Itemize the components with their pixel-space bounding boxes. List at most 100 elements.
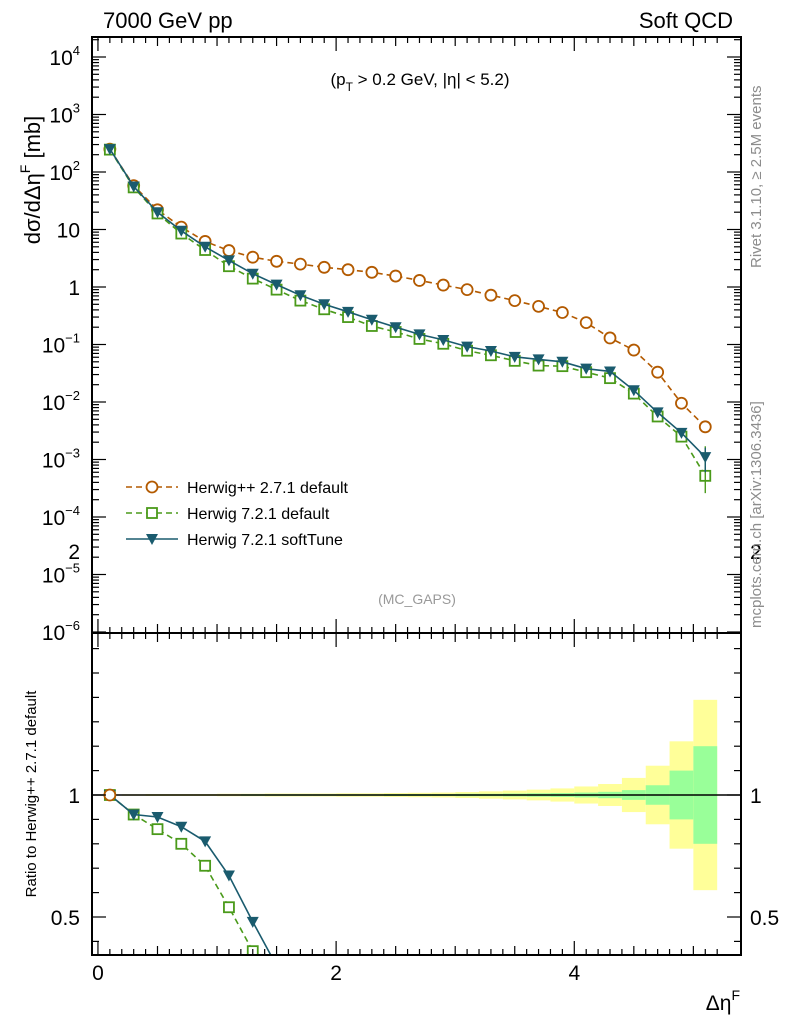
data-point-series-0: [460, 283, 474, 297]
main-annotation: (pT > 0.2 GeV, |η| < 5.2): [330, 70, 509, 94]
data-point-series-2: [199, 241, 212, 253]
ratio-data-point-series-1: [222, 870, 235, 882]
data-point-series-0: [317, 260, 331, 274]
data-point-series-0: [675, 396, 688, 410]
series-line-0: [109, 148, 706, 428]
data-point-series-2: [413, 329, 426, 341]
ratio-y-tick-label-right: 2: [750, 541, 762, 564]
data-point-series-0: [555, 306, 569, 319]
legend-label: Herwig++ 2.7.1 default: [187, 480, 349, 497]
ratio-x-tick-label: 2: [330, 962, 342, 985]
legend-label: Herwig 7.2.1 default: [187, 506, 330, 523]
main-y-tick-label: 10−1: [42, 331, 80, 358]
ratio-data-point-series-1: [151, 811, 164, 823]
main-y-tick-label: 10−5: [42, 561, 80, 588]
data-point-series-2: [294, 290, 307, 302]
ratio-data-point-series-1: [175, 821, 188, 833]
data-point-series-2: [508, 351, 521, 363]
data-point-series-2: [532, 354, 545, 366]
main-y-tick-label: 1: [68, 277, 80, 300]
data-point-series-2: [365, 314, 378, 326]
ratio-y-tick-label: 0.5: [51, 907, 80, 930]
main-y-tick-label: 10−6: [42, 618, 80, 645]
data-point-series-0: [270, 254, 283, 268]
ratio-y-tick-label-right: 0.5: [750, 907, 779, 930]
ratio-data-point-series-1: [271, 961, 283, 972]
data-point-series-0: [579, 316, 593, 330]
data-point-series-2: [437, 334, 450, 346]
data-point-series-2: [580, 363, 593, 375]
ratio-y-tick-label-right: 1: [750, 785, 762, 808]
data-point-series-2: [389, 322, 402, 334]
data-point-series-0: [532, 299, 545, 313]
data-point-series-0: [222, 244, 236, 257]
ratio-x-tick-label: 0: [92, 962, 104, 985]
data-point-series-0: [436, 278, 450, 292]
main-y-tick-label: 10−3: [42, 446, 80, 473]
ratio-data-point-series-0: [272, 980, 282, 990]
main-y-tick-label: 10: [57, 220, 80, 243]
ratio-y-tick-label: 1: [68, 785, 80, 808]
main-y-tick-label: 10−4: [42, 503, 80, 530]
data-point-series-2: [151, 207, 164, 219]
ratio-data-point-series-0: [151, 823, 164, 836]
data-point-series-2: [222, 255, 235, 267]
data-point-series-0: [651, 365, 665, 379]
rivet-version-label: Rivet 3.1.10, ≥ 2.5M events: [748, 86, 765, 269]
ratio-data-point-series-1: [199, 836, 212, 848]
header-right: Soft QCD: [639, 8, 733, 33]
data-point-series-0: [627, 343, 641, 357]
ratio-data-point-series-0: [199, 859, 212, 872]
data-point-series-0: [293, 257, 307, 271]
ratio-reference-point: [103, 788, 117, 802]
ratio-data-point-series-0: [175, 837, 188, 850]
data-point-series-2: [556, 356, 569, 368]
legend: Herwig++ 2.7.1 default Herwig 7.2.1 defau…: [126, 480, 349, 549]
data-point-series-2: [461, 341, 474, 353]
data-point-series-2: [246, 268, 259, 280]
ratio-data-point-series-0: [223, 901, 235, 914]
ratio-series-group: [103, 788, 283, 990]
legend-label: Herwig 7.2.1 softTune: [187, 532, 343, 549]
ratio-plot-panel: 2 2 1 1 0.5 0.5 0 2 4 Ratio to Herwig++ 2.7.1 d…: [23, 541, 779, 1015]
x-axis-label: ΔηF: [706, 987, 740, 1015]
ratio-y-tick-label: 2: [68, 541, 80, 564]
ratio-frame: [91, 632, 742, 956]
data-point-series-2: [127, 181, 140, 193]
ratio-data-point-series-1: [246, 916, 259, 928]
main-y-tick-label: 103: [49, 101, 80, 128]
series-line-2: [109, 148, 706, 458]
series-line-1: [109, 149, 706, 477]
main-y-axis-label: dσ/dΔηF [mb]: [17, 116, 45, 245]
data-point-series-0: [389, 269, 403, 283]
ratio-series-line-1: [109, 794, 272, 955]
ratio-y-axis-label: Ratio to Herwig++ 2.7.1 default: [23, 690, 40, 898]
legend-marker: [146, 534, 158, 545]
ratio-y-ticks: 2 2 1 1 0.5 0.5: [51, 541, 779, 943]
legend-marker: [146, 507, 158, 519]
legend-marker: [145, 480, 159, 494]
mcplots-label: mcplots.cern.ch [arXiv:1306.3436]: [748, 401, 765, 628]
data-point-series-2: [103, 144, 116, 156]
ratio-x-tick-label: 4: [568, 962, 580, 985]
data-point-series-0: [603, 331, 617, 345]
data-point-series-2: [342, 306, 355, 318]
data-point-series-2: [627, 385, 640, 397]
main-y-tick-label: 104: [49, 43, 80, 70]
data-point-series-2: [175, 225, 188, 237]
data-point-series-0: [413, 274, 426, 287]
ratio-data-point-series-1: [127, 809, 140, 821]
main-y-tick-label: 10−2: [42, 388, 80, 415]
data-point-series-0: [698, 420, 712, 434]
header-left: 7000 GeV pp: [103, 8, 233, 33]
data-point-series-0: [246, 250, 260, 264]
ratio-series-line-0: [109, 794, 257, 955]
data-point-series-2: [604, 366, 617, 378]
data-point-series-0: [365, 265, 379, 279]
analysis-label: (MC_GAPS): [378, 591, 456, 607]
data-point-series-2: [270, 279, 283, 291]
data-point-series-2: [484, 346, 497, 358]
